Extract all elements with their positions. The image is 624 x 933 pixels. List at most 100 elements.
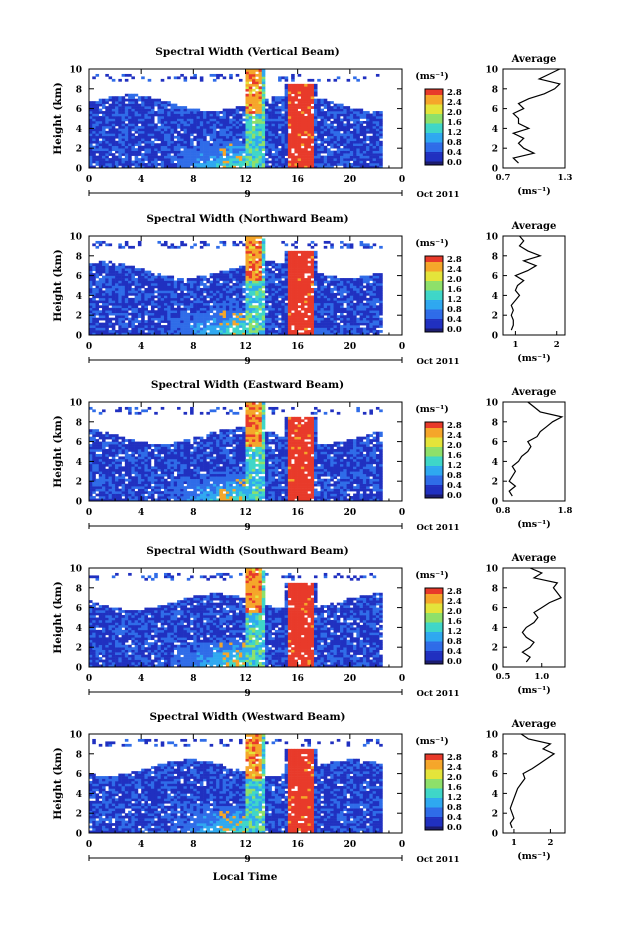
heatmap-cell [320, 163, 324, 166]
heatmap-cell [294, 133, 298, 136]
heatmap-cell [330, 313, 334, 316]
heatmap-cell [131, 313, 135, 316]
heatmap-cell [99, 143, 103, 146]
heatmap-cell [206, 146, 210, 149]
heatmap-cell [229, 298, 233, 301]
heatmap-cell [232, 288, 236, 291]
heatmap-cell [135, 104, 139, 107]
heatmap-cell [298, 128, 302, 131]
heatmap-cell [334, 136, 338, 139]
heatmap-cell [154, 290, 158, 293]
heatmap-cell [265, 128, 269, 131]
heatmap-cell [356, 123, 360, 126]
heatmap-cell [118, 101, 122, 104]
heatmap-cell [109, 273, 113, 276]
heatmap-cell [112, 101, 116, 104]
heatmap-cell [210, 300, 214, 303]
heatmap-cell [105, 161, 109, 164]
heatmap-cell [255, 256, 259, 259]
colorbar-segment [425, 135, 443, 137]
heatmap-cell [337, 114, 341, 117]
heatmap-cell [255, 101, 259, 104]
heatmap-cell [122, 109, 126, 112]
heatmap-cell [102, 99, 106, 102]
heatmap-cell [376, 295, 380, 298]
heatmap-cell [255, 325, 259, 328]
heatmap-cell [115, 273, 119, 276]
heatmap-cell [373, 281, 377, 284]
heatmap-cell [102, 136, 106, 139]
heatmap-cell [324, 123, 328, 126]
heatmap-cell [157, 111, 161, 114]
heatmap-cell [232, 128, 236, 131]
heatmap-cell [219, 328, 223, 331]
heatmap-cell [334, 161, 338, 164]
heatmap-cell [99, 99, 103, 102]
heatmap-cell [167, 293, 171, 296]
heatmap-cell [109, 261, 113, 264]
heatmap-cell [89, 328, 93, 331]
heatmap-cell [320, 119, 324, 122]
heatmap-cell [177, 116, 181, 119]
heatmap-cell [259, 253, 263, 256]
heatmap-cell [213, 303, 217, 306]
heatmap-cell [236, 109, 240, 112]
heatmap-cell [174, 76, 178, 79]
heatmap-cell [99, 318, 103, 321]
heatmap-cell [379, 161, 383, 164]
heatmap-cell [99, 141, 103, 144]
heatmap-cell [174, 143, 178, 146]
heatmap-cell [324, 128, 328, 131]
heatmap-cell [193, 330, 197, 333]
heatmap-cell [301, 295, 305, 298]
heatmap-cell [314, 128, 318, 131]
heatmap-cell [138, 153, 142, 156]
heatmap-cell [298, 288, 302, 291]
heatmap-cell [171, 121, 175, 124]
heatmap-cell [213, 305, 217, 308]
heatmap-cell [268, 263, 272, 266]
heatmap-cell [118, 114, 122, 117]
heatmap-cell [161, 126, 165, 129]
heatmap-cell [200, 114, 204, 117]
heatmap-cell [92, 104, 96, 107]
heatmap-cell [184, 328, 188, 331]
heatmap-cell [206, 119, 210, 122]
heatmap-cell [259, 158, 263, 161]
heatmap-cell [154, 286, 158, 289]
heatmap-cell [232, 148, 236, 151]
heatmap-cell [102, 158, 106, 161]
heatmap-cell [122, 286, 126, 289]
heatmap-cell [353, 138, 357, 141]
heatmap-cell [340, 141, 344, 144]
heatmap-cell [281, 266, 285, 269]
heatmap-cell [180, 283, 184, 286]
heatmap-cell [288, 328, 292, 331]
heatmap-cell [294, 241, 298, 244]
heatmap-cell [360, 121, 364, 124]
heatmap-cell [154, 158, 158, 161]
heatmap-cell [272, 318, 276, 321]
heatmap-cell [236, 126, 240, 129]
heatmap-cell [99, 263, 103, 266]
heatmap-cell [200, 151, 204, 154]
heatmap-cell [343, 143, 347, 146]
heatmap-cell [337, 325, 341, 328]
heatmap-cell [223, 328, 227, 331]
heatmap-cell [213, 126, 217, 129]
heatmap-cell [275, 310, 279, 313]
heatmap-cell [291, 323, 295, 326]
heatmap-cell [327, 109, 331, 112]
heatmap-cell [236, 325, 240, 328]
heatmap-cell [298, 158, 302, 161]
heatmap-cell [144, 310, 148, 313]
heatmap-cell [102, 131, 106, 134]
heatmap-cell [213, 278, 217, 281]
heatmap-cell [118, 313, 122, 316]
heatmap-cell [171, 114, 175, 117]
heatmap-cell [288, 126, 292, 129]
heatmap-cell [334, 116, 338, 119]
heatmap-cell [232, 156, 236, 159]
heatmap-cell [301, 153, 305, 156]
heatmap-cell [353, 109, 357, 112]
